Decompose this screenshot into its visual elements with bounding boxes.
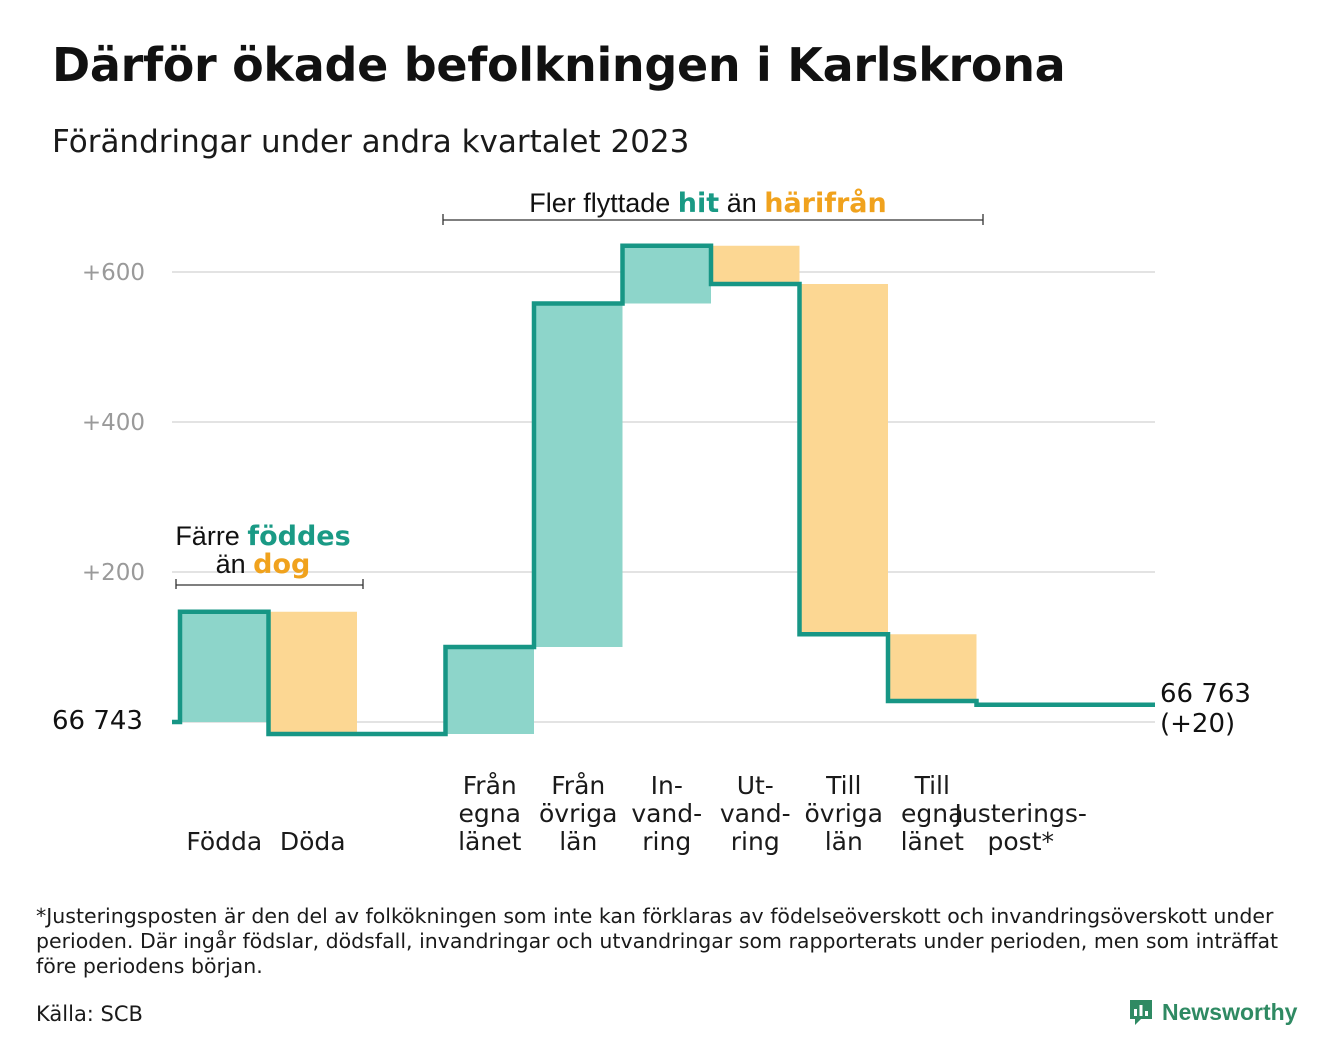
- migration-bracket: [442, 214, 984, 225]
- births-annotation-line1: Färre föddes: [175, 521, 350, 552]
- category-label: Till: [914, 771, 950, 800]
- end-change-label: (+20): [1160, 709, 1235, 739]
- category-label: övriga: [804, 799, 883, 828]
- category-label: In-: [651, 771, 683, 800]
- births-annotation-line2: än dog: [216, 549, 311, 580]
- y-tick-label: +600: [82, 260, 145, 286]
- category-label: län: [559, 827, 597, 856]
- category-label: post*: [988, 827, 1055, 856]
- footnote: *Justeringsposten är den del av folkökni…: [36, 904, 1279, 978]
- category-label: Döda: [280, 827, 346, 856]
- category-label: vand-: [720, 799, 791, 828]
- category-label: egna: [901, 799, 963, 828]
- bar-från-egna-länet: [445, 647, 534, 734]
- births-annotation: Färre föddes än dog: [175, 521, 364, 589]
- category-label: vand-: [631, 799, 702, 828]
- brand-logo: Newsworthy: [1128, 998, 1297, 1026]
- chart-subtitle: Förändringar under andra kvartalet 2023: [52, 124, 690, 160]
- y-tick-label: +400: [82, 410, 145, 436]
- category-label: länet: [901, 827, 964, 856]
- category-label: Från: [551, 771, 605, 800]
- bar-till-övriga-län: [799, 284, 888, 635]
- category-label: Födda: [186, 827, 262, 856]
- births-bracket: [175, 579, 364, 589]
- category-label: län: [825, 827, 863, 856]
- category-label: Justerings-: [953, 799, 1087, 828]
- category-label: länet: [458, 827, 521, 856]
- waterfall-chart: +600+400+200 Födda DödaFrånegnalänetFrånö…: [52, 187, 1251, 856]
- bars: [180, 245, 977, 734]
- migration-annotation-text: Fler flyttade hit än härifrån: [529, 187, 887, 219]
- bar-döda: [268, 611, 357, 734]
- source-label: Källa: SCB: [36, 1002, 143, 1026]
- category-label: ring: [731, 827, 780, 856]
- bar-till-egna-länet: [888, 634, 977, 701]
- category-label: Ut-: [737, 771, 774, 800]
- bar-födda: [180, 611, 269, 722]
- category-label: egna: [459, 799, 521, 828]
- chart-title: Därför ökade befolkningen i Karlskrona: [52, 38, 1066, 92]
- step-line: [172, 243, 1155, 737]
- newsworthy-chart-bubble-icon: [1130, 1000, 1152, 1025]
- bar-utvandring: [711, 245, 800, 284]
- category-label: Från: [463, 771, 517, 800]
- step-line-layer: [172, 243, 1155, 737]
- bar-invandring: [622, 245, 711, 304]
- y-tick-label: +200: [82, 560, 145, 586]
- brand-name: Newsworthy: [1162, 998, 1298, 1025]
- category-labels: Födda DödaFrånegnalänetFrånövrigalänIn-va…: [186, 771, 1087, 856]
- category-label: ring: [642, 827, 691, 856]
- start-value-label: 66 743: [52, 706, 143, 736]
- end-value-label: 66 763: [1160, 679, 1251, 709]
- migration-annotation: Fler flyttade hit än härifrån: [442, 187, 984, 225]
- bar-från-övriga-län: [534, 303, 623, 647]
- category-label: övriga: [539, 799, 618, 828]
- category-label: Till: [825, 771, 861, 800]
